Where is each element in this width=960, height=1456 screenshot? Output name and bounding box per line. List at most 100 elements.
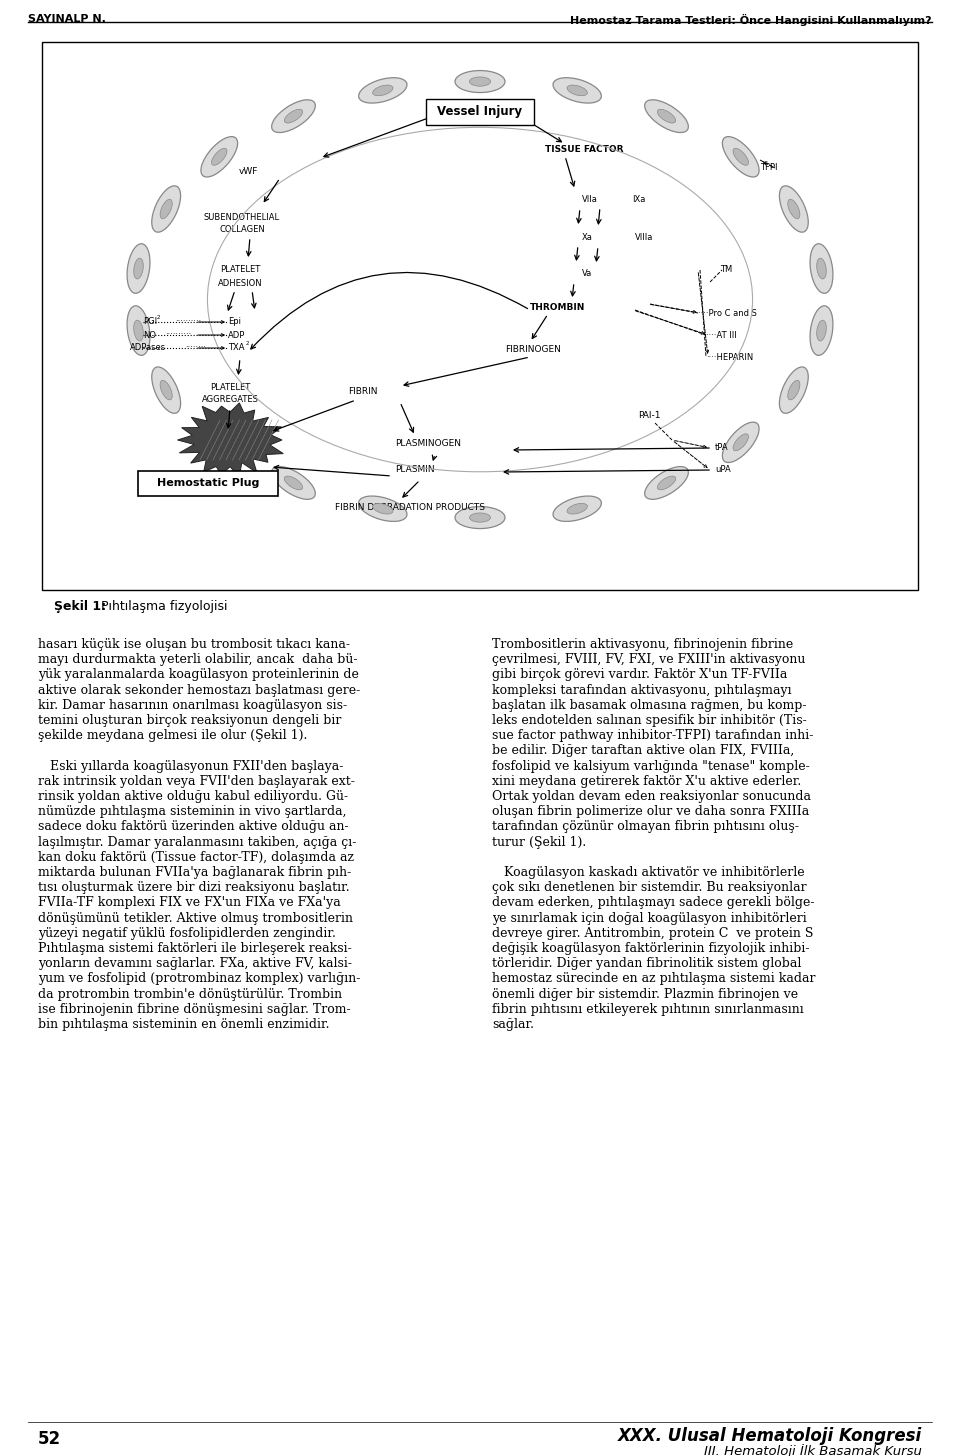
Text: SUBENDOTHELIAL: SUBENDOTHELIAL <box>204 213 280 221</box>
Ellipse shape <box>127 243 150 293</box>
Ellipse shape <box>645 466 688 499</box>
Text: Va: Va <box>582 269 592 278</box>
Ellipse shape <box>788 380 800 400</box>
Ellipse shape <box>817 320 827 341</box>
Text: AGGREGATES: AGGREGATES <box>202 396 258 405</box>
Text: leks endotelden salınan spesifik bir inhibitör (Tis-: leks endotelden salınan spesifik bir inh… <box>492 713 806 727</box>
Text: miktarda bulunan FVIIa'ya bağlanarak fibrin pıh-: miktarda bulunan FVIIa'ya bağlanarak fib… <box>38 866 351 879</box>
Text: ····Pro C and S: ····Pro C and S <box>698 309 756 317</box>
Text: yonların devamını sağlarlar. FXa, aktive FV, kalsi-: yonların devamını sağlarlar. FXa, aktive… <box>38 957 352 970</box>
Ellipse shape <box>722 422 759 463</box>
Text: uPA: uPA <box>715 466 731 475</box>
Text: VIIIa: VIIIa <box>635 233 654 242</box>
Text: da protrombin trombin'e dönüştürülür. Trombin: da protrombin trombin'e dönüştürülür. Tr… <box>38 987 342 1000</box>
Text: PLASMINOGEN: PLASMINOGEN <box>395 440 461 448</box>
Text: önemli diğer bir sistemdir. Plazmin fibrinojen ve: önemli diğer bir sistemdir. Plazmin fibr… <box>492 987 798 1000</box>
Text: sue factor pathway inhibitor-TFPI) tarafından inhi-: sue factor pathway inhibitor-TFPI) taraf… <box>492 729 813 743</box>
Text: ADPases: ADPases <box>130 344 166 352</box>
Text: yük yaralanmalarda koagülasyon proteinlerinin de: yük yaralanmalarda koagülasyon proteinle… <box>38 668 359 681</box>
Text: sağlar.: sağlar. <box>492 1018 534 1031</box>
Text: ··········: ·········· <box>175 317 202 326</box>
Text: temini oluşturan birçok reaksiyonun dengeli bir: temini oluşturan birçok reaksiyonun deng… <box>38 713 342 727</box>
Text: sadece doku faktörü üzerinden aktive olduğu an-: sadece doku faktörü üzerinden aktive old… <box>38 820 348 833</box>
Ellipse shape <box>455 70 505 93</box>
Text: yum ve fosfolipid (protrombinaz komplex) varlığın-: yum ve fosfolipid (protrombinaz komplex)… <box>38 973 360 986</box>
Ellipse shape <box>733 149 749 166</box>
Text: kir. Damar hasarının onarılması koagülasyon sis-: kir. Damar hasarının onarılması koagülas… <box>38 699 348 712</box>
Text: PLASMIN: PLASMIN <box>395 466 435 475</box>
Ellipse shape <box>284 476 302 489</box>
Text: devreye girer. Antitrombin, protein C  ve protein S: devreye girer. Antitrombin, protein C ve… <box>492 927 813 939</box>
Ellipse shape <box>658 476 676 489</box>
Text: Pıhtılaşma fizyolojisi: Pıhtılaşma fizyolojisi <box>101 600 228 613</box>
Text: Pıhtılaşma sistemi faktörleri ile birleşerek reaksi-: Pıhtılaşma sistemi faktörleri ile birleş… <box>38 942 351 955</box>
Text: 2: 2 <box>246 341 250 347</box>
Text: be edilir. Diğer taraftan aktive olan FIX, FVIIIa,: be edilir. Diğer taraftan aktive olan FI… <box>492 744 794 757</box>
Text: Trombositlerin aktivasyonu, fibrinojenin fibrine: Trombositlerin aktivasyonu, fibrinojenin… <box>492 638 793 651</box>
Bar <box>42 42 918 590</box>
Text: Vessel Injury: Vessel Injury <box>438 105 522 118</box>
Ellipse shape <box>272 100 315 132</box>
Text: Eski yıllarda koagülasyonun FXII'den başlaya-: Eski yıllarda koagülasyonun FXII'den baş… <box>38 760 344 773</box>
Text: hasarı küçük ise oluşan bu trombosit tıkacı kana-: hasarı küçük ise oluşan bu trombosit tık… <box>38 638 350 651</box>
Text: fibrin pıhtısını etkileyerek pıhtının sınırlanmasını: fibrin pıhtısını etkileyerek pıhtının sı… <box>492 1003 804 1016</box>
Text: turur (Şekil 1).: turur (Şekil 1). <box>492 836 587 849</box>
Text: başlatan ilk basamak olmasına rağmen, bu komp-: başlatan ilk basamak olmasına rağmen, bu… <box>492 699 806 712</box>
Text: FIBRIN DEGRADATION PRODUCTS: FIBRIN DEGRADATION PRODUCTS <box>335 504 485 513</box>
Text: TXA: TXA <box>228 344 245 352</box>
Ellipse shape <box>272 466 315 499</box>
Text: PAI-1: PAI-1 <box>638 411 660 419</box>
Ellipse shape <box>780 367 808 414</box>
Ellipse shape <box>469 513 491 523</box>
Text: oluşan fibrin polimerize olur ve daha sonra FXIIIa: oluşan fibrin polimerize olur ve daha so… <box>492 805 809 818</box>
FancyBboxPatch shape <box>138 470 278 496</box>
Ellipse shape <box>372 504 393 514</box>
Text: dönüşümünü tetikler. Aktive olmuş trombositlerin: dönüşümünü tetikler. Aktive olmuş trombo… <box>38 911 353 925</box>
Ellipse shape <box>211 434 227 451</box>
Text: Şekil 1:: Şekil 1: <box>54 600 110 613</box>
Text: fosfolipid ve kalsiyum varlığında "tenase" komple-: fosfolipid ve kalsiyum varlığında "tenas… <box>492 760 809 773</box>
Text: 52: 52 <box>38 1430 61 1449</box>
Text: yüzeyi negatif yüklü fosfolipidlerden zengindir.: yüzeyi negatif yüklü fosfolipidlerden ze… <box>38 927 336 939</box>
Text: TFPI: TFPI <box>760 163 778 172</box>
Text: FVIIa-TF komplexi FIX ve FX'un FIXa ve FXa'ya: FVIIa-TF komplexi FIX ve FX'un FIXa ve F… <box>38 897 341 910</box>
Text: çevrilmesi, FVIII, FV, FXI, ve FXIII'in aktivasyonu: çevrilmesi, FVIII, FV, FXI, ve FXIII'in … <box>492 654 805 667</box>
Text: Xa: Xa <box>582 233 593 242</box>
Text: gibi birçok görevi vardır. Faktör X'un TF-FVIIa: gibi birçok görevi vardır. Faktör X'un T… <box>492 668 787 681</box>
Text: ········: ········ <box>185 344 206 352</box>
Text: törleridir. Diğer yandan fibrinolitik sistem global: törleridir. Diğer yandan fibrinolitik si… <box>492 957 802 970</box>
Ellipse shape <box>567 84 588 96</box>
Text: FIBRIN: FIBRIN <box>348 387 377 396</box>
Ellipse shape <box>810 306 833 355</box>
Text: kan doku faktörü (Tissue factor-TF), dolaşımda az: kan doku faktörü (Tissue factor-TF), dol… <box>38 850 354 863</box>
Ellipse shape <box>359 77 407 103</box>
Text: hemostaz sürecinde en az pıhtılaşma sistemi kadar: hemostaz sürecinde en az pıhtılaşma sist… <box>492 973 815 986</box>
Ellipse shape <box>284 109 302 124</box>
Text: TISSUE FACTOR: TISSUE FACTOR <box>545 146 623 154</box>
Text: aktive olarak sekonder hemostazı başlatması gere-: aktive olarak sekonder hemostazı başlatm… <box>38 684 360 696</box>
Ellipse shape <box>469 77 491 86</box>
Text: ····HEPARIN: ····HEPARIN <box>706 352 754 361</box>
Text: şekilde meydana gelmesi ile olur (Şekil 1).: şekilde meydana gelmesi ile olur (Şekil … <box>38 729 307 743</box>
Ellipse shape <box>211 149 227 166</box>
Text: Epi: Epi <box>228 317 241 326</box>
Text: THROMBIN: THROMBIN <box>530 303 586 312</box>
Ellipse shape <box>817 258 827 280</box>
Text: tısı oluşturmak üzere bir dizi reaksiyonu başlatır.: tısı oluşturmak üzere bir dizi reaksiyon… <box>38 881 349 894</box>
Text: tPA: tPA <box>715 444 729 453</box>
Text: değişik koagülasyon faktörlerinin fizyolojik inhibi-: değişik koagülasyon faktörlerinin fizyol… <box>492 942 809 955</box>
Text: vWF: vWF <box>238 167 257 176</box>
Text: Hemostatic Plug: Hemostatic Plug <box>156 478 259 488</box>
Text: Ortak yoldan devam eden reaksiyonlar sonucunda: Ortak yoldan devam eden reaksiyonlar son… <box>492 791 811 804</box>
Text: devam ederken, pıhtılaşmayı sadece gerekli bölge-: devam ederken, pıhtılaşmayı sadece gerek… <box>492 897 814 910</box>
Ellipse shape <box>187 114 773 485</box>
Text: ADHESION: ADHESION <box>218 278 262 287</box>
Ellipse shape <box>733 434 749 451</box>
Ellipse shape <box>359 496 407 521</box>
Ellipse shape <box>372 84 393 96</box>
Text: III. Hematoloji İlk Basamak Kursu: III. Hematoloji İlk Basamak Kursu <box>704 1444 922 1456</box>
Ellipse shape <box>133 320 143 341</box>
Text: FIBRINOGEN: FIBRINOGEN <box>505 345 561 354</box>
Text: ··········: ·········· <box>165 331 191 339</box>
Text: rak intrinsik yoldan veya FVII'den başlayarak ext-: rak intrinsik yoldan veya FVII'den başla… <box>38 775 355 788</box>
